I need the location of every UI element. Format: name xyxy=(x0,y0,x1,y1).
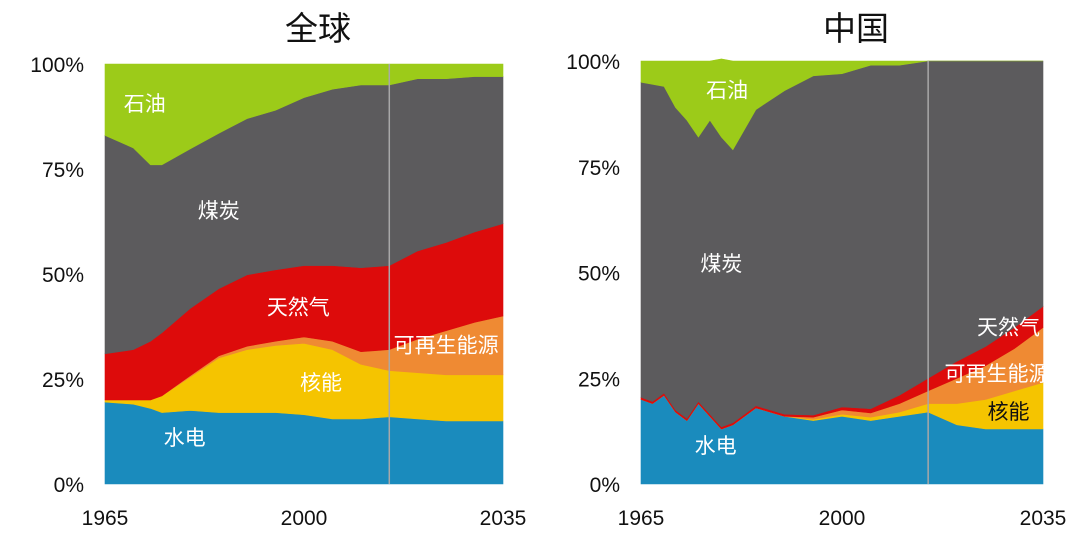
chart-title: 全球 xyxy=(285,9,351,48)
chart-title: 中国 xyxy=(823,9,889,48)
y-tick-label: 25% xyxy=(42,369,84,392)
china-chart-panel: 中国 0% 25% 50% 75% 100% 1965 2000 2035 石油煤炭天然气可再生能… xyxy=(566,9,1066,530)
y-tick-label: 0% xyxy=(590,474,620,497)
y-tick-label: 100% xyxy=(30,54,84,77)
x-tick-label: 1965 xyxy=(82,507,129,530)
x-tick-label: 1965 xyxy=(618,507,665,530)
series-label-oil: 石油 xyxy=(706,79,748,103)
y-tick-label: 100% xyxy=(566,51,620,74)
y-tick-label: 50% xyxy=(42,264,84,287)
series-label-oil: 石油 xyxy=(124,92,166,116)
series-label-hydro: 水电 xyxy=(695,434,737,458)
series-label-gas: 天然气 xyxy=(977,315,1040,339)
y-tick-label: 0% xyxy=(54,474,84,497)
series-label-coal: 煤炭 xyxy=(198,199,240,223)
series-label-gas: 天然气 xyxy=(267,296,330,320)
y-tick-label: 75% xyxy=(42,159,84,182)
x-tick-label: 2000 xyxy=(281,507,328,530)
series-label-nuclear: 核能 xyxy=(300,371,342,395)
series-label-nuclear: 核能 xyxy=(988,400,1030,424)
x-tick-label: 2000 xyxy=(819,507,866,530)
series-label-renewables: 可再生能源 xyxy=(394,333,499,357)
y-tick-label: 75% xyxy=(578,157,620,180)
series-label-renewables: 可再生能源 xyxy=(945,362,1050,386)
y-tick-label: 50% xyxy=(578,263,620,286)
y-tick-label: 25% xyxy=(578,368,620,391)
x-tick-label: 2035 xyxy=(480,507,527,530)
series-label-coal: 煤炭 xyxy=(700,252,742,276)
area-oil xyxy=(104,63,504,166)
x-tick-label: 2035 xyxy=(1020,507,1067,530)
series-label-hydro: 水电 xyxy=(164,426,206,450)
area-oil xyxy=(640,58,1043,151)
